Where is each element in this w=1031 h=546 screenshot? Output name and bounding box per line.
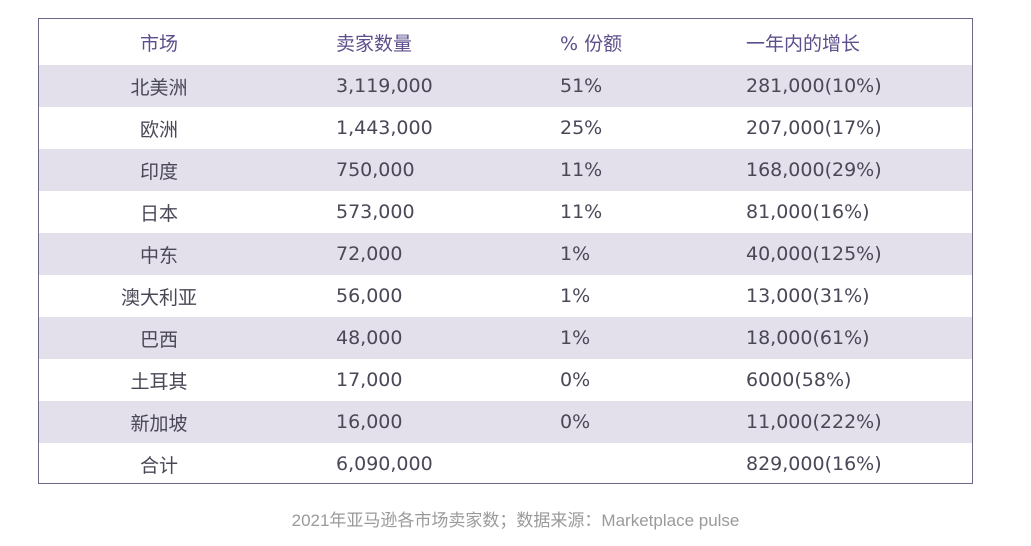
- cell-share: 1%: [560, 243, 591, 265]
- table-row: 新加坡 16,000 0% 11,000(222%): [39, 401, 972, 443]
- table-header-row: 市场 卖家数量 % 份额 一年内的增长: [39, 19, 972, 65]
- cell-sellers: 1,443,000: [336, 117, 433, 139]
- cell-market: 日本: [139, 202, 178, 225]
- cell-sellers: 6,090,000: [336, 453, 433, 475]
- cell-market: 中东: [139, 244, 178, 267]
- table-row: 巴西 48,000 1% 18,000(61%): [39, 317, 972, 359]
- cell-growth: 81,000(16%): [746, 201, 870, 223]
- header-growth: 一年内的增长: [746, 32, 861, 55]
- table-caption: 2021年亚马逊各市场卖家数；数据来源：Marketplace pulse: [291, 511, 740, 530]
- cell-share: 11%: [560, 201, 603, 223]
- cell-share: 0%: [560, 411, 591, 433]
- cell-sellers: 17,000: [336, 369, 403, 391]
- table-row-total: 合计 6,090,000 829,000(16%): [39, 443, 972, 485]
- cell-share: 25%: [560, 117, 603, 139]
- table-row: 澳大利亚 56,000 1% 13,000(31%): [39, 275, 972, 317]
- table-row: 印度 750,000 11% 168,000(29%): [39, 149, 972, 191]
- cell-growth: 18,000(61%): [746, 327, 870, 349]
- cell-market: 欧洲: [139, 118, 178, 141]
- cell-growth: 207,000(17%): [746, 117, 882, 139]
- cell-growth: 6000(58%): [746, 369, 852, 391]
- cell-sellers: 3,119,000: [336, 75, 433, 97]
- cell-market: 新加坡: [130, 412, 188, 435]
- cell-market: 合计: [139, 454, 178, 477]
- cell-market: 北美洲: [130, 76, 188, 99]
- header-sellers: 卖家数量: [336, 32, 413, 55]
- table-row: 北美洲 3,119,000 51% 281,000(10%): [39, 65, 972, 107]
- cell-sellers: 573,000: [336, 201, 415, 223]
- cell-share: 1%: [560, 285, 591, 307]
- header-market: 市场: [139, 32, 178, 55]
- cell-growth: 13,000(31%): [746, 285, 870, 307]
- cell-sellers: 16,000: [336, 411, 403, 433]
- cell-share: 51%: [560, 75, 603, 97]
- cell-growth: 11,000(222%): [746, 411, 882, 433]
- cell-sellers: 750,000: [336, 159, 415, 181]
- cell-sellers: 48,000: [336, 327, 403, 349]
- cell-market: 土耳其: [130, 370, 188, 393]
- table-row: 土耳其 17,000 0% 6000(58%): [39, 359, 972, 401]
- cell-growth: 281,000(10%): [746, 75, 882, 97]
- header-share: % 份额: [560, 32, 623, 55]
- cell-sellers: 56,000: [336, 285, 403, 307]
- cell-sellers: 72,000: [336, 243, 403, 265]
- cell-share: 1%: [560, 327, 591, 349]
- cell-share: 11%: [560, 159, 603, 181]
- cell-market: 巴西: [139, 328, 178, 351]
- cell-market: 印度: [139, 160, 178, 183]
- cell-share: 0%: [560, 369, 591, 391]
- cell-growth: 829,000(16%): [746, 453, 882, 475]
- cell-market: 澳大利亚: [120, 286, 197, 309]
- table-row: 日本 573,000 11% 81,000(16%): [39, 191, 972, 233]
- sellers-table: 市场 卖家数量 % 份额 一年内的增长 北美洲 3,119,000 51% 28…: [38, 18, 973, 484]
- cell-growth: 40,000(125%): [746, 243, 882, 265]
- table-row: 中东 72,000 1% 40,000(125%): [39, 233, 972, 275]
- cell-growth: 168,000(29%): [746, 159, 882, 181]
- table-row: 欧洲 1,443,000 25% 207,000(17%): [39, 107, 972, 149]
